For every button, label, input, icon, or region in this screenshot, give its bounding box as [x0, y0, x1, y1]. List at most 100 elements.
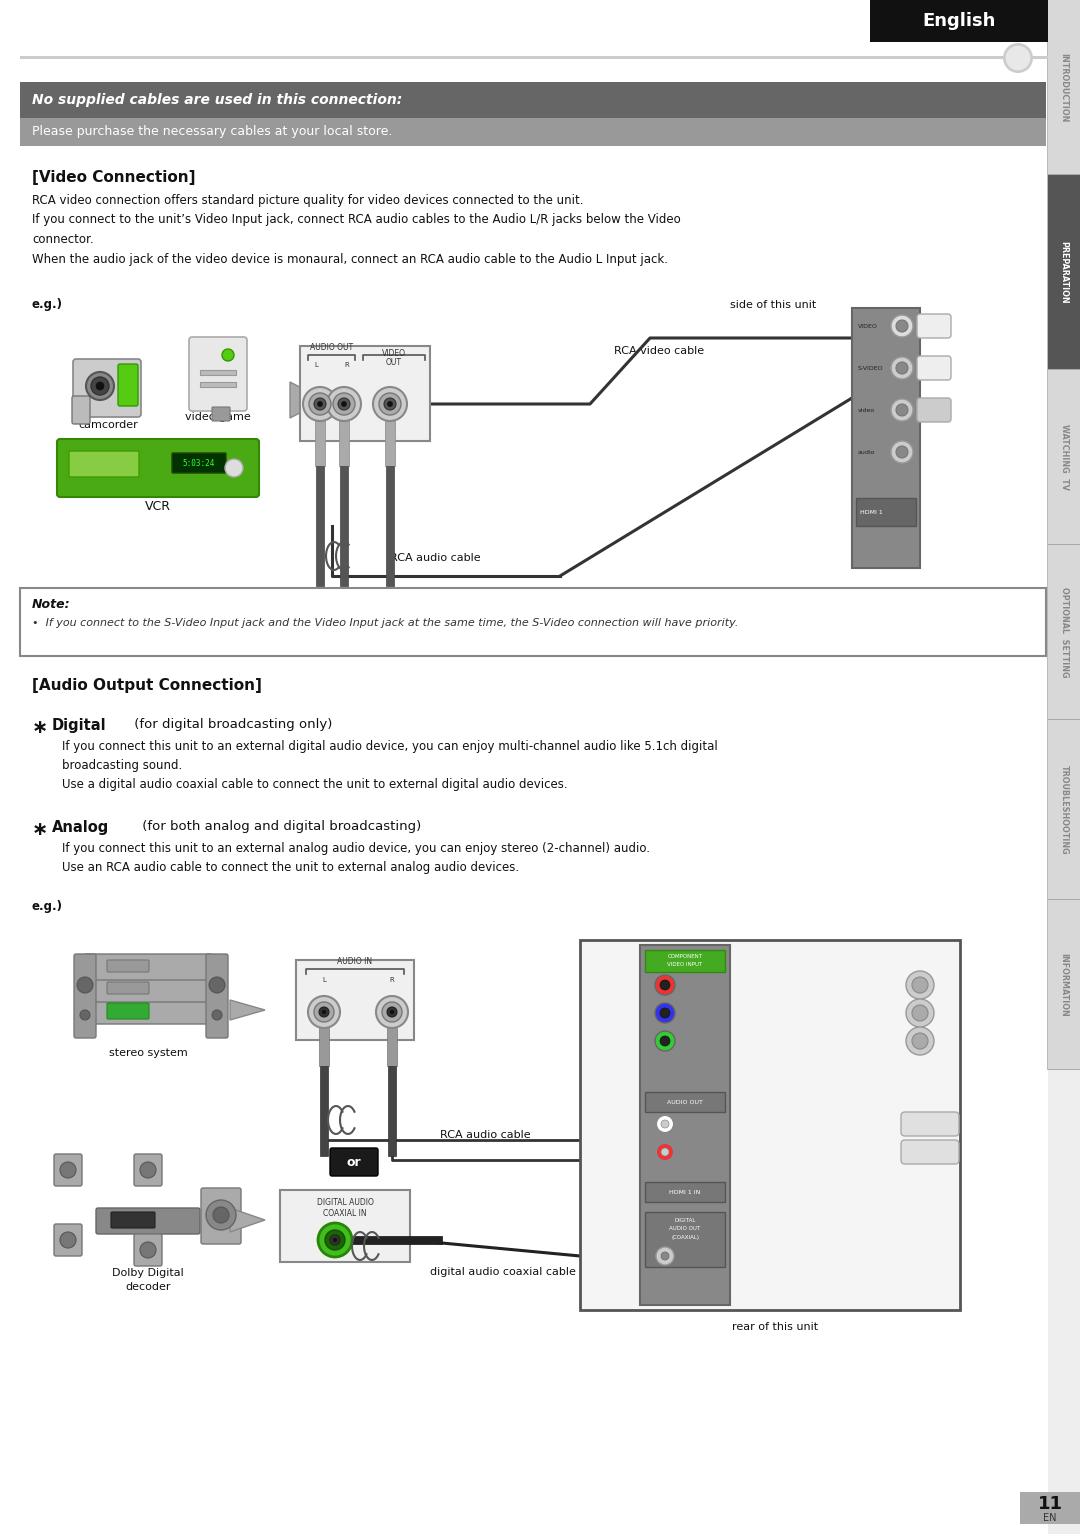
- Circle shape: [896, 362, 908, 374]
- Bar: [388, 1066, 396, 1157]
- Bar: [21, 81, 1047, 118]
- Circle shape: [338, 397, 350, 410]
- FancyBboxPatch shape: [280, 1190, 410, 1262]
- Circle shape: [656, 1143, 674, 1161]
- Text: 11: 11: [1038, 1496, 1063, 1513]
- Bar: [1048, 900, 1080, 1071]
- Circle shape: [322, 1009, 326, 1014]
- Circle shape: [210, 977, 225, 992]
- Circle shape: [60, 1232, 76, 1249]
- FancyBboxPatch shape: [189, 337, 247, 411]
- Circle shape: [318, 1223, 352, 1256]
- Text: INFORMATION: INFORMATION: [1059, 953, 1068, 1017]
- Text: video: video: [858, 408, 875, 413]
- Text: If you connect this unit to an external digital audio device, you can enjoy mult: If you connect this unit to an external …: [62, 739, 718, 792]
- Circle shape: [912, 977, 928, 992]
- Circle shape: [225, 459, 243, 477]
- Text: INTRODUCTION: INTRODUCTION: [1059, 52, 1068, 123]
- Text: English: English: [922, 12, 996, 31]
- Circle shape: [660, 980, 670, 989]
- Circle shape: [384, 397, 396, 410]
- Circle shape: [896, 446, 908, 459]
- Bar: [640, 945, 730, 1305]
- Circle shape: [80, 1009, 90, 1020]
- Circle shape: [661, 1147, 669, 1157]
- Text: OPTIONAL  SETTING: OPTIONAL SETTING: [1059, 588, 1068, 678]
- FancyBboxPatch shape: [73, 359, 141, 417]
- Circle shape: [206, 1200, 237, 1230]
- Text: AUDIO OUT: AUDIO OUT: [670, 1227, 701, 1232]
- Circle shape: [891, 357, 913, 379]
- Circle shape: [140, 1161, 156, 1178]
- FancyBboxPatch shape: [107, 1003, 149, 1019]
- Circle shape: [314, 1002, 334, 1022]
- Text: (for digital broadcasting only): (for digital broadcasting only): [130, 718, 333, 732]
- Text: RCA video connection offers standard picture quality for video devices connected: RCA video connection offers standard pic…: [32, 193, 680, 265]
- FancyBboxPatch shape: [75, 954, 96, 1039]
- Text: Note:: Note:: [32, 598, 70, 611]
- Circle shape: [382, 1002, 402, 1022]
- Circle shape: [327, 387, 361, 420]
- Polygon shape: [230, 1000, 265, 1020]
- Circle shape: [96, 382, 104, 390]
- Circle shape: [140, 1243, 156, 1258]
- Bar: [319, 1028, 329, 1066]
- Circle shape: [660, 1008, 670, 1019]
- Circle shape: [308, 996, 340, 1028]
- FancyBboxPatch shape: [917, 356, 951, 380]
- Text: •  If you connect to the S-Video Input jack and the Video Input jack at the same: • If you connect to the S-Video Input ja…: [32, 618, 739, 627]
- Text: [Audio Output Connection]: [Audio Output Connection]: [32, 678, 261, 693]
- FancyBboxPatch shape: [21, 588, 1047, 657]
- Text: stereo system: stereo system: [109, 1048, 187, 1058]
- Bar: [339, 420, 349, 466]
- Bar: [200, 370, 237, 374]
- Circle shape: [656, 1247, 674, 1266]
- Text: No supplied cables are used in this connection:: No supplied cables are used in this conn…: [32, 94, 402, 107]
- Circle shape: [654, 1031, 675, 1051]
- FancyBboxPatch shape: [69, 451, 139, 477]
- Circle shape: [660, 1035, 670, 1046]
- Bar: [1048, 545, 1080, 719]
- Bar: [200, 382, 237, 387]
- Circle shape: [319, 1006, 329, 1017]
- Text: R: R: [345, 362, 349, 368]
- Text: VIDEO INPUT: VIDEO INPUT: [667, 962, 703, 966]
- Circle shape: [330, 1235, 340, 1246]
- FancyBboxPatch shape: [917, 314, 951, 337]
- FancyBboxPatch shape: [57, 439, 259, 497]
- FancyBboxPatch shape: [54, 1224, 82, 1256]
- Text: DIGITAL AUDIO: DIGITAL AUDIO: [316, 1198, 374, 1207]
- FancyBboxPatch shape: [917, 397, 951, 422]
- FancyBboxPatch shape: [107, 982, 149, 994]
- Circle shape: [213, 1207, 229, 1223]
- Text: e.g.): e.g.): [32, 900, 63, 913]
- Text: Dolby Digital
decoder: Dolby Digital decoder: [112, 1269, 184, 1292]
- Circle shape: [91, 377, 109, 394]
- Bar: [852, 308, 920, 568]
- Text: OUT: OUT: [386, 357, 402, 367]
- Text: rear of this unit: rear of this unit: [732, 1322, 818, 1332]
- Circle shape: [379, 393, 401, 416]
- Text: VCR: VCR: [145, 500, 171, 512]
- Circle shape: [656, 1115, 674, 1134]
- FancyBboxPatch shape: [212, 407, 230, 420]
- Bar: [1048, 0, 1080, 175]
- Bar: [21, 57, 1048, 58]
- Text: R: R: [390, 977, 394, 983]
- Text: DIGITAL: DIGITAL: [674, 1218, 696, 1223]
- Bar: [1048, 0, 1080, 1534]
- Bar: [352, 1236, 442, 1244]
- Circle shape: [333, 1238, 337, 1243]
- Bar: [316, 466, 324, 586]
- FancyBboxPatch shape: [84, 999, 212, 1025]
- Circle shape: [222, 350, 234, 360]
- Bar: [1020, 1493, 1080, 1523]
- Text: L: L: [314, 362, 318, 368]
- Text: VIDEO: VIDEO: [858, 324, 878, 328]
- Text: COMPONENT: COMPONENT: [667, 954, 702, 959]
- Circle shape: [77, 977, 93, 992]
- FancyBboxPatch shape: [300, 347, 430, 440]
- Bar: [315, 420, 325, 466]
- Bar: [384, 420, 395, 466]
- Text: COAXIAL IN: COAXIAL IN: [323, 1209, 367, 1218]
